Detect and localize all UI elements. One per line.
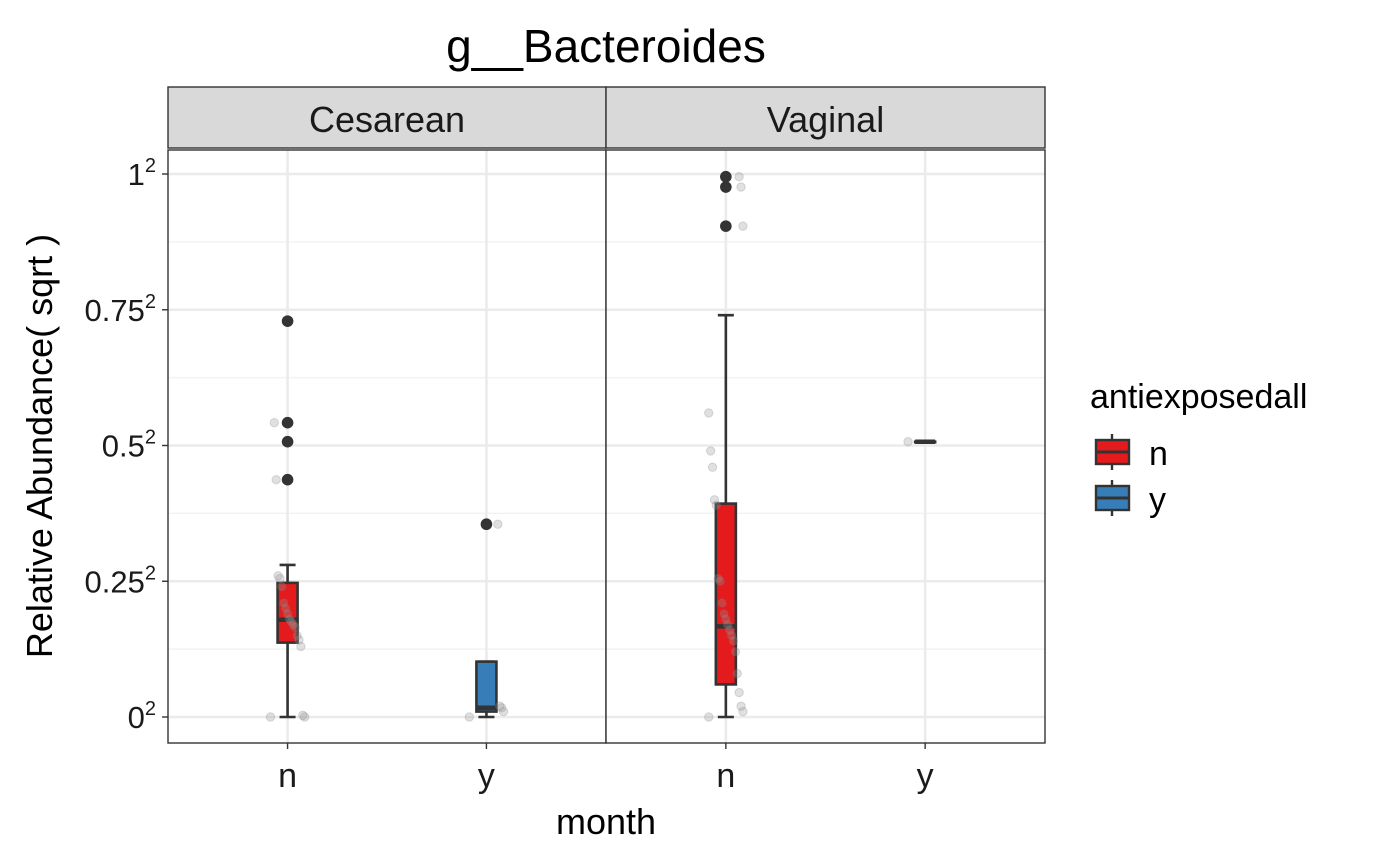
box-iqr: [276, 581, 299, 644]
facet-label: Vaginal: [767, 99, 884, 140]
jitter-point: [296, 641, 306, 652]
x-axis-title: month: [556, 801, 656, 842]
outlier-point: [281, 435, 294, 448]
outlier-point: [281, 416, 294, 429]
jitter-point: [724, 625, 735, 635]
facet-panel-1: Vaginal n y: [605, 86, 1046, 795]
jitter-point: [734, 172, 744, 182]
chart-title: g__Bacteroides: [446, 20, 766, 72]
box-n: [265, 315, 310, 722]
box-y: [903, 436, 937, 447]
box-iqr: [714, 502, 738, 686]
jitter-point: [498, 706, 509, 717]
outlier-point: [281, 473, 294, 486]
jitter-point: [279, 598, 289, 608]
jitter-point: [705, 446, 716, 456]
jitter-point: [723, 619, 733, 630]
jitter-point: [738, 221, 748, 231]
jitter-point: [732, 668, 742, 679]
jitter-point: [707, 462, 718, 472]
x-tick-label: y: [917, 757, 934, 795]
jitter-point: [713, 573, 723, 584]
box-n: [704, 170, 748, 722]
jitter-point: [265, 712, 276, 722]
outlier-point: [281, 315, 294, 327]
x-tick-label: n: [716, 757, 735, 795]
jitter-point: [290, 622, 300, 633]
outlier-point: [720, 170, 732, 183]
jitter-point: [298, 710, 308, 721]
jitter-point: [280, 603, 291, 614]
jitter-point: [282, 609, 293, 619]
jitter-point: [271, 475, 281, 485]
y-tick-label: 02: [128, 698, 156, 735]
legend: antiexposedall ny: [1090, 378, 1307, 519]
jitter-point: [903, 436, 913, 447]
panel-border: [605, 149, 1046, 744]
facet-strip: [605, 86, 1046, 149]
jitter-point: [719, 609, 729, 619]
jitter-point: [721, 614, 731, 624]
jitter-point: [464, 712, 475, 722]
jitter-point: [738, 706, 748, 717]
facet-strip: [167, 86, 607, 149]
jitter-point: [728, 636, 739, 646]
jitter-point: [715, 576, 725, 586]
outlier-point: [720, 181, 732, 193]
y-tick-label: 0.752: [85, 291, 156, 328]
facet-panel-0: Cesarean n y: [167, 86, 607, 795]
jitter-point: [284, 614, 295, 624]
facet-panels: Cesarean n y Vaginal n y: [167, 86, 1046, 795]
legend-label: y: [1149, 481, 1166, 519]
jitter-point: [704, 712, 714, 722]
jitter-point: [495, 701, 505, 711]
jitter-point: [734, 687, 744, 698]
legend-key-y: y: [1094, 480, 1166, 519]
legend-title: antiexposedall: [1090, 378, 1307, 416]
jitter-point: [299, 712, 310, 722]
box-y: [464, 518, 509, 722]
x-tick-label: n: [278, 757, 297, 795]
y-tick-label: 0.252: [85, 562, 156, 599]
jitter-point: [275, 573, 285, 584]
jitter-point: [709, 495, 720, 505]
jitter-point: [277, 581, 287, 592]
jitter-point: [730, 647, 741, 657]
jitter-point: [286, 617, 297, 627]
legend-key-n: n: [1094, 434, 1168, 473]
outlier-point: [720, 220, 732, 232]
jitter-point: [294, 635, 304, 645]
y-axis: 02 0.252 0.52 0.752 12: [85, 155, 168, 735]
facet-label: Cesarean: [309, 99, 465, 140]
jitter-point: [269, 417, 279, 428]
jitter-point: [493, 519, 503, 529]
jitter-point: [704, 408, 714, 418]
jitter-point: [736, 701, 746, 711]
jitter-point: [711, 500, 722, 510]
x-tick-label: y: [478, 757, 495, 795]
jitter-point: [288, 619, 298, 630]
y-axis-title: Relative Abundance( sqrt ): [19, 234, 60, 658]
box-iqr: [475, 660, 498, 713]
y-tick-label: 0.52: [102, 427, 156, 464]
jitter-point: [736, 182, 746, 192]
legend-label: n: [1149, 435, 1168, 473]
y-tick-label: 12: [128, 155, 156, 192]
jitter-point: [717, 598, 727, 608]
outlier-point: [480, 518, 493, 531]
jitter-point: [496, 703, 507, 713]
jitter-point: [273, 571, 283, 581]
jitter-point: [726, 630, 737, 641]
jitter-point: [292, 630, 302, 641]
